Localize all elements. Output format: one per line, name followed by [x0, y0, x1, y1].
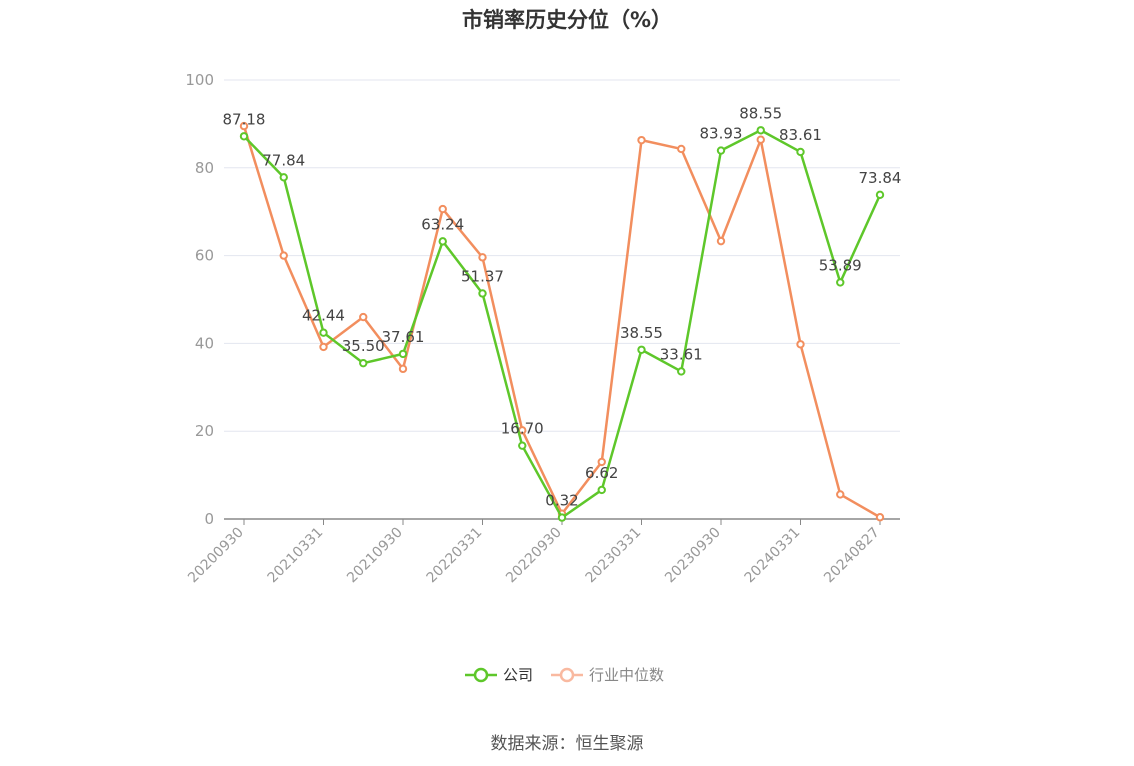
data-point-industry	[796, 340, 805, 349]
data-label: 87.18	[223, 110, 266, 128]
data-label: 83.61	[779, 126, 822, 144]
data-point-company	[438, 237, 447, 246]
data-point-company	[597, 485, 606, 495]
y-tick-label: 60	[195, 247, 214, 265]
x-tick-label: 20210930	[344, 525, 406, 587]
x-tick-label: 20240331	[742, 525, 804, 587]
data-point-company	[279, 173, 288, 182]
data-label: 42.44	[302, 307, 345, 325]
data-label: 0.32	[545, 492, 578, 510]
data-label: 73.84	[859, 169, 902, 187]
x-tick-label: 20230930	[662, 525, 724, 587]
legend-company-label: 公司	[503, 666, 534, 684]
data-label: 51.37	[461, 267, 504, 285]
x-tick-label: 20240827	[821, 525, 883, 587]
data-point-company	[518, 441, 527, 450]
data-label: 38.55	[620, 324, 663, 342]
data-label: 83.93	[700, 125, 743, 143]
y-tick-label: 0	[204, 510, 214, 528]
legend-item-company[interactable]: 公司	[465, 664, 533, 685]
data-point-company	[677, 367, 686, 376]
legend: 公司 行业中位数	[465, 664, 682, 685]
x-tick-label: 20220930	[503, 525, 565, 587]
data-point-industry	[319, 342, 328, 352]
data-label: 77.84	[262, 151, 305, 169]
data-point-company	[478, 289, 487, 298]
data-point-industry	[359, 312, 368, 322]
data-point-company	[716, 146, 726, 155]
data-point-company	[796, 147, 805, 157]
data-label: 33.61	[660, 345, 703, 363]
data-point-industry	[875, 513, 885, 522]
data-label: 6.62	[585, 464, 618, 482]
x-tick-label: 20230331	[583, 525, 645, 587]
data-point-company	[319, 328, 328, 337]
data-point-company	[557, 513, 567, 522]
y-tick-label: 80	[195, 159, 214, 177]
data-label: 63.24	[421, 215, 464, 233]
data-point-industry	[398, 364, 408, 374]
chart-title: 市销率历史分位（%）	[461, 8, 673, 32]
data-point-industry	[597, 457, 606, 467]
data-label: 16.70	[501, 420, 544, 438]
data-point-industry	[438, 204, 447, 214]
data-point-company	[239, 132, 249, 141]
legend-company-marker-icon	[465, 667, 497, 682]
source-note: 数据来源：恒生聚源	[490, 734, 644, 754]
data-point-industry	[478, 253, 487, 262]
data-point-industry	[836, 490, 845, 499]
x-tick-label: 20220331	[424, 525, 486, 587]
data-point-industry	[637, 135, 646, 145]
data-point-industry	[239, 121, 249, 131]
data-point-company	[398, 349, 408, 359]
legend-industry-marker-icon	[551, 667, 584, 682]
data-point-company	[875, 190, 885, 200]
data-label: 37.61	[382, 328, 425, 346]
data-label: 35.50	[342, 337, 385, 355]
y-tick-label: 40	[195, 334, 214, 352]
data-point-company	[756, 126, 765, 135]
data-point-industry	[279, 251, 288, 260]
data-point-industry	[716, 236, 726, 246]
data-label: 53.89	[819, 256, 862, 274]
legend-industry-label: 行业中位数	[589, 666, 665, 684]
data-label: 88.55	[739, 104, 782, 122]
data-point-industry	[677, 144, 686, 154]
data-point-company	[836, 278, 845, 287]
data-point-company	[637, 345, 646, 354]
x-tick-label: 20210331	[265, 525, 327, 587]
y-tick-label: 100	[185, 71, 214, 89]
legend-item-industry[interactable]: 行业中位数	[551, 664, 664, 685]
data-point-company	[359, 358, 368, 368]
x-tick-label: 20200930	[185, 525, 247, 587]
data-point-industry	[756, 135, 765, 144]
y-tick-label: 20	[195, 422, 214, 440]
